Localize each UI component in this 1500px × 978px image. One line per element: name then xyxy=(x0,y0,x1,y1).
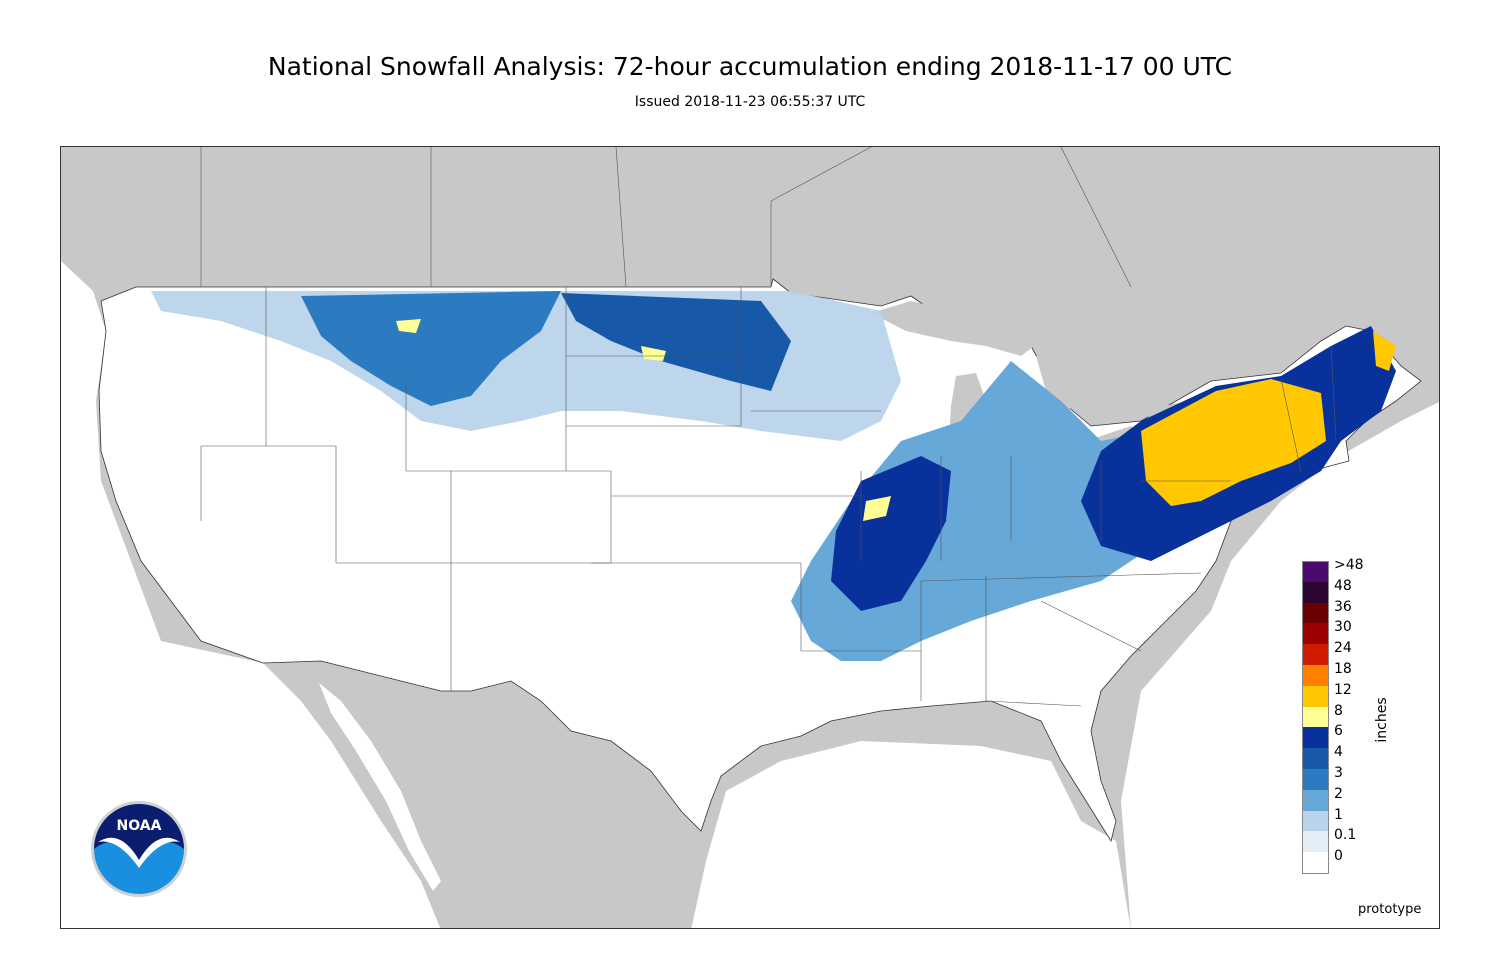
snow-spot-nd xyxy=(641,346,666,361)
legend-label: 36 xyxy=(1334,598,1352,615)
legend-swatch xyxy=(1302,561,1329,583)
legend-swatch xyxy=(1302,602,1329,624)
legend-label: 18 xyxy=(1334,661,1352,677)
gulf-of-mexico xyxy=(691,741,1131,928)
map-panel xyxy=(60,146,1440,929)
snow-spot-mt xyxy=(396,319,421,333)
snow-band-maine-heavy xyxy=(1373,331,1396,371)
legend-swatch xyxy=(1302,644,1329,666)
legend-swatch xyxy=(1302,852,1329,874)
legend-swatch xyxy=(1302,831,1329,853)
legend-label: 24 xyxy=(1334,640,1352,657)
atlantic-ocean xyxy=(1121,402,1439,928)
legend-swatch xyxy=(1302,685,1329,708)
legend-units: inches xyxy=(1374,697,1390,743)
noaa-logo-text: NOAA xyxy=(117,818,162,834)
legend-swatch xyxy=(1302,581,1329,604)
snow-spot-mo xyxy=(863,496,891,521)
boundaries xyxy=(200,147,1337,707)
legend-swatch xyxy=(1302,748,1329,770)
gulf-of-california xyxy=(319,683,441,891)
legend-label: 0.1 xyxy=(1334,827,1357,844)
legend-swatch xyxy=(1302,623,1329,645)
legend-label: 0 xyxy=(1334,848,1343,865)
legend-frame xyxy=(1302,561,1329,874)
snow-band-rockies xyxy=(301,291,561,406)
snow-band-northeast-heavy xyxy=(1141,379,1326,506)
legend-swatch xyxy=(1302,727,1329,749)
map-title: National Snowfall Analysis: 72-hour accu… xyxy=(267,52,1233,81)
legend-label: 6 xyxy=(1334,723,1343,740)
legend-label: 8 xyxy=(1334,702,1343,719)
pacific-ocean xyxy=(61,147,441,928)
legend-label: 1 xyxy=(1334,806,1343,823)
prototype-note: prototype xyxy=(1358,902,1422,917)
noaa-logo: NOAA xyxy=(91,801,187,897)
legend-swatch xyxy=(1302,810,1329,832)
legend-swatch xyxy=(1302,769,1329,791)
snow-band-dakotas xyxy=(561,293,791,391)
legend-swatch xyxy=(1302,706,1329,728)
legend-label: 4 xyxy=(1334,744,1343,761)
legend-swatch xyxy=(1302,789,1329,812)
color-legend: >48 48 36 30 24 18 12 8 6 4 3 2 1 0.1 0 xyxy=(1302,557,1392,876)
legend-swatch xyxy=(1302,665,1329,687)
map-subtitle: Issued 2018-11-23 06:55:37 UTC xyxy=(634,94,866,110)
snowfall-map xyxy=(61,147,1439,928)
snowfall-field xyxy=(151,291,1396,661)
legend-label: 2 xyxy=(1334,785,1343,802)
legend-label: >48 xyxy=(1334,557,1364,573)
legend-label: 12 xyxy=(1334,681,1352,698)
legend-label: 48 xyxy=(1334,577,1352,594)
legend-label: 30 xyxy=(1334,619,1352,636)
legend-label: 3 xyxy=(1334,765,1343,781)
lake-superior xyxy=(871,301,1041,356)
